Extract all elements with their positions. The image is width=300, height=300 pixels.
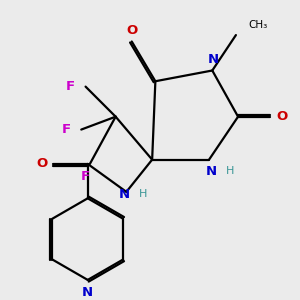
Text: F: F	[81, 170, 90, 183]
Text: N: N	[208, 53, 219, 66]
Text: N: N	[119, 188, 130, 200]
Text: O: O	[36, 158, 47, 170]
Text: F: F	[61, 123, 70, 136]
Text: N: N	[206, 165, 217, 178]
Text: O: O	[277, 110, 288, 123]
Text: N: N	[82, 286, 93, 299]
Text: H: H	[226, 167, 235, 176]
Text: CH₃: CH₃	[249, 20, 268, 30]
Text: O: O	[126, 24, 137, 37]
Text: H: H	[140, 189, 148, 199]
Text: F: F	[66, 80, 75, 93]
